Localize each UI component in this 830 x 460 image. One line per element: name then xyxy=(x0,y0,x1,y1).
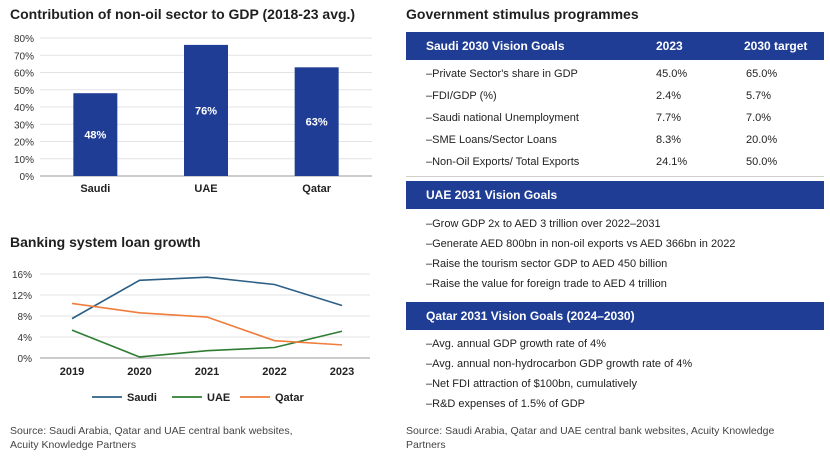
x-tick-label: 2019 xyxy=(60,366,84,378)
y-tick-label: 12% xyxy=(12,291,32,302)
saudi-goal-row: –SME Loans/Sector Loans 8.3% 20.0% xyxy=(406,130,824,150)
legend-label: Qatar xyxy=(275,392,304,404)
uae-goal-item: –Raise the tourism sector GDP to AED 450… xyxy=(426,258,668,270)
goal-name: –Private Sector's share in GDP xyxy=(426,68,578,80)
qatar-header: Qatar 2031 Vision Goals (2024–2030) xyxy=(406,302,824,330)
y-tick-label: 30% xyxy=(14,120,34,131)
qatar-goal-item: –R&D expenses of 1.5% of GDP xyxy=(426,398,585,410)
line-chart: 0% 4% 8% 12% 16% 2019 2020 2021 2022 2023 Saudi UAE… xyxy=(12,270,370,404)
left-source: Source: Saudi Arabia, Qatar and UAE cent… xyxy=(10,424,293,452)
x-tick-label: 2021 xyxy=(195,366,219,378)
left-source-line-2: Acuity Knowledge Partners xyxy=(10,439,137,451)
goal-2030: 65.0% xyxy=(746,68,778,80)
goal-2030: 20.0% xyxy=(746,134,778,146)
goal-2023: 24.1% xyxy=(656,156,688,168)
bar-chart-title: Contribution of non-oil sector to GDP (2… xyxy=(10,6,356,22)
bar-uae xyxy=(184,44,228,177)
saudi-header-target: 2030 target xyxy=(744,39,808,53)
goal-name: –Non-Oil Exports/ Total Exports xyxy=(426,156,580,168)
y-tick-label: 8% xyxy=(18,312,33,323)
uae-goal-item: –Grow GDP 2x to AED 3 trillion over 2022… xyxy=(426,218,661,230)
right-source-line-1: Source: Saudi Arabia, Qatar and UAE cent… xyxy=(406,425,775,437)
x-tick-label: 2023 xyxy=(330,366,354,378)
saudi-goal-row: –Saudi national Unemployment 7.7% 7.0% xyxy=(406,108,824,128)
goal-2023: 2.4% xyxy=(656,90,682,102)
saudi-goal-row: –Non-Oil Exports/ Total Exports 24.1% 50.0… xyxy=(406,152,824,172)
y-tick-label: 16% xyxy=(12,270,32,281)
y-tick-label: 40% xyxy=(14,103,34,114)
legend-label: Saudi xyxy=(127,392,157,404)
qatar-goal-item: –Avg. annual GDP growth rate of 4% xyxy=(426,338,606,350)
goal-name: –Saudi national Unemployment xyxy=(426,112,579,124)
y-tick-label: 0% xyxy=(18,354,33,365)
x-tick-label: Qatar xyxy=(302,183,331,195)
y-tick-label: 70% xyxy=(14,51,34,62)
bar-data-label: 76% xyxy=(195,105,217,117)
bar-data-label: 48% xyxy=(84,130,106,142)
series-line-uae xyxy=(71,329,343,358)
goal-2023: 7.7% xyxy=(656,112,682,124)
right-source-line-2: Partners xyxy=(406,439,446,451)
bar-data-label: 63% xyxy=(306,117,328,129)
left-source-line-1: Source: Saudi Arabia, Qatar and UAE cent… xyxy=(10,425,293,437)
goal-2030: 5.7% xyxy=(746,90,772,102)
line-chart-title: Banking system loan growth xyxy=(10,234,201,250)
x-tick-label: Saudi xyxy=(80,183,110,195)
saudi-header: Saudi 2030 Vision Goals 2023 2030 target xyxy=(406,32,824,60)
saudi-goal-row: –Private Sector's share in GDP 45.0% 65.0% xyxy=(406,64,824,84)
y-tick-label: 20% xyxy=(14,138,34,149)
qatar-header-label: Qatar 2031 Vision Goals (2024–2030) xyxy=(426,309,635,323)
goal-name: –SME Loans/Sector Loans xyxy=(426,134,557,146)
y-tick-label: 10% xyxy=(14,155,34,166)
saudi-header-2023: 2023 xyxy=(656,39,683,53)
y-tick-label: 50% xyxy=(14,86,34,97)
uae-goal-item: –Raise the value for foreign trade to AE… xyxy=(426,278,667,290)
goal-2023: 8.3% xyxy=(656,134,682,146)
right-title: Government stimulus programmes xyxy=(406,6,639,22)
uae-header: UAE 2031 Vision Goals xyxy=(406,181,824,209)
series-line-qatar xyxy=(71,302,343,346)
goal-2023: 45.0% xyxy=(656,68,688,80)
x-tick-label: 2022 xyxy=(262,366,286,378)
y-tick-label: 0% xyxy=(20,172,35,183)
goal-2030: 50.0% xyxy=(746,156,778,168)
y-tick-label: 80% xyxy=(14,34,34,45)
bar-chart: 0% 10% 20% 30% 40% 50% 60% 70% 80% 48% Saudi 76% UAE… xyxy=(14,34,372,195)
saudi-header-label: Saudi 2030 Vision Goals xyxy=(426,39,565,53)
qatar-goal-item: –Net FDI attraction of $100bn, cumulativ… xyxy=(426,378,637,390)
uae-goal-item: –Generate AED 800bn in non-oil exports v… xyxy=(426,238,736,250)
bar-qatar xyxy=(294,67,339,176)
x-tick-label: UAE xyxy=(194,183,217,195)
y-tick-label: 60% xyxy=(14,69,34,80)
legend-label: UAE xyxy=(207,392,230,404)
saudi-goal-row: –FDI/GDP (%) 2.4% 5.7% xyxy=(406,86,824,106)
bar-saudi xyxy=(73,93,118,176)
x-tick-label: 2020 xyxy=(127,366,151,378)
y-tick-label: 4% xyxy=(18,333,33,344)
goal-2030: 7.0% xyxy=(746,112,772,124)
right-source: Source: Saudi Arabia, Qatar and UAE cent… xyxy=(406,424,774,452)
uae-header-label: UAE 2031 Vision Goals xyxy=(426,188,558,202)
series-line-saudi xyxy=(71,276,343,320)
goal-name: –FDI/GDP (%) xyxy=(426,90,497,102)
qatar-goal-item: –Avg. annual non-hydrocarbon GDP growth … xyxy=(426,358,693,370)
